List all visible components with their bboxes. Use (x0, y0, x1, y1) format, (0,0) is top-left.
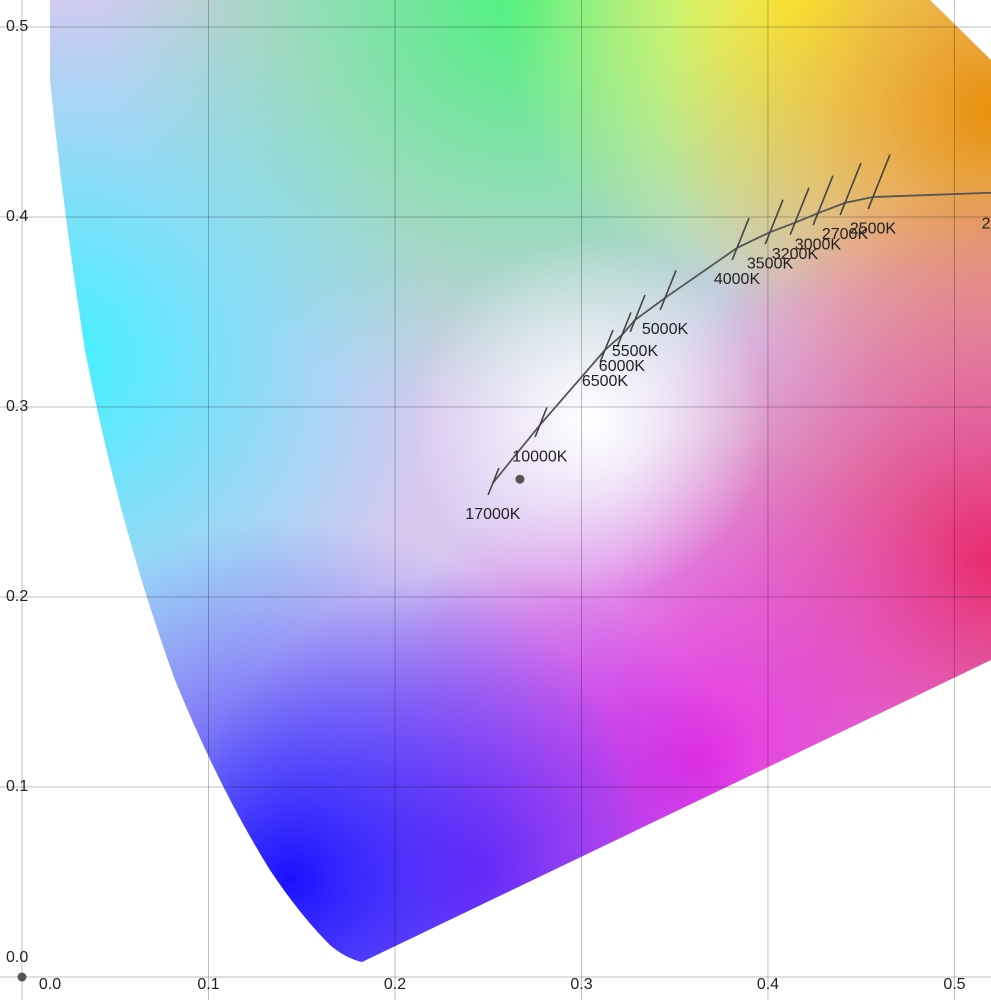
point (515, 474, 525, 484)
y-tick-label: 0.2 (6, 588, 28, 605)
y-tick-label: 0.4 (6, 208, 28, 225)
isotherm (812, 175, 834, 226)
isotherm (616, 312, 632, 348)
cct-label: 3200K (772, 246, 819, 263)
isotherm (599, 329, 614, 363)
isotherm (839, 162, 862, 216)
x-tick-label: 0.0 (39, 976, 61, 993)
y-tick-label: 0.1 (6, 778, 28, 795)
cct-label: 2500K (850, 220, 897, 237)
cct-label: 10000K (512, 448, 567, 465)
y-tick-label: 0.0 (6, 949, 28, 966)
cct-label: 17000K (465, 506, 520, 523)
x-tick-label: 0.3 (570, 976, 592, 993)
cct-label: 5500K (612, 343, 659, 360)
isotherm (487, 467, 500, 496)
cct-label: 3000K (795, 236, 842, 253)
isotherm (731, 217, 750, 261)
cct-label: 6000K (599, 358, 646, 375)
cct-label: 2000K (982, 216, 991, 233)
cct-label: 2700K (822, 226, 869, 243)
x-tick-label: 0.4 (757, 976, 779, 993)
isotherm (659, 270, 677, 311)
cct-label: 4000K (714, 271, 761, 288)
cct-label: 6500K (582, 373, 629, 390)
isotherm (764, 199, 784, 245)
isotherm (867, 154, 891, 210)
isotherm (534, 407, 548, 438)
cct-label: 3500K (747, 255, 794, 272)
x-tick-label: 0.2 (384, 976, 406, 993)
x-tick-label: 0.5 (943, 976, 965, 993)
x-tick-label: 0.1 (197, 976, 219, 993)
isotherm (629, 294, 646, 333)
plot: 0.0 0.1 0.2 0.3 0.4 0.5 0.0 0.1 0.2 0.3 0.4 0.5 1700… (6, 18, 991, 993)
y-tick-label: 0.5 (6, 18, 28, 35)
point (17, 972, 27, 982)
isotherm (789, 187, 810, 235)
y-tick-label: 0.3 (6, 398, 28, 415)
cct-label: 5000K (642, 321, 689, 338)
